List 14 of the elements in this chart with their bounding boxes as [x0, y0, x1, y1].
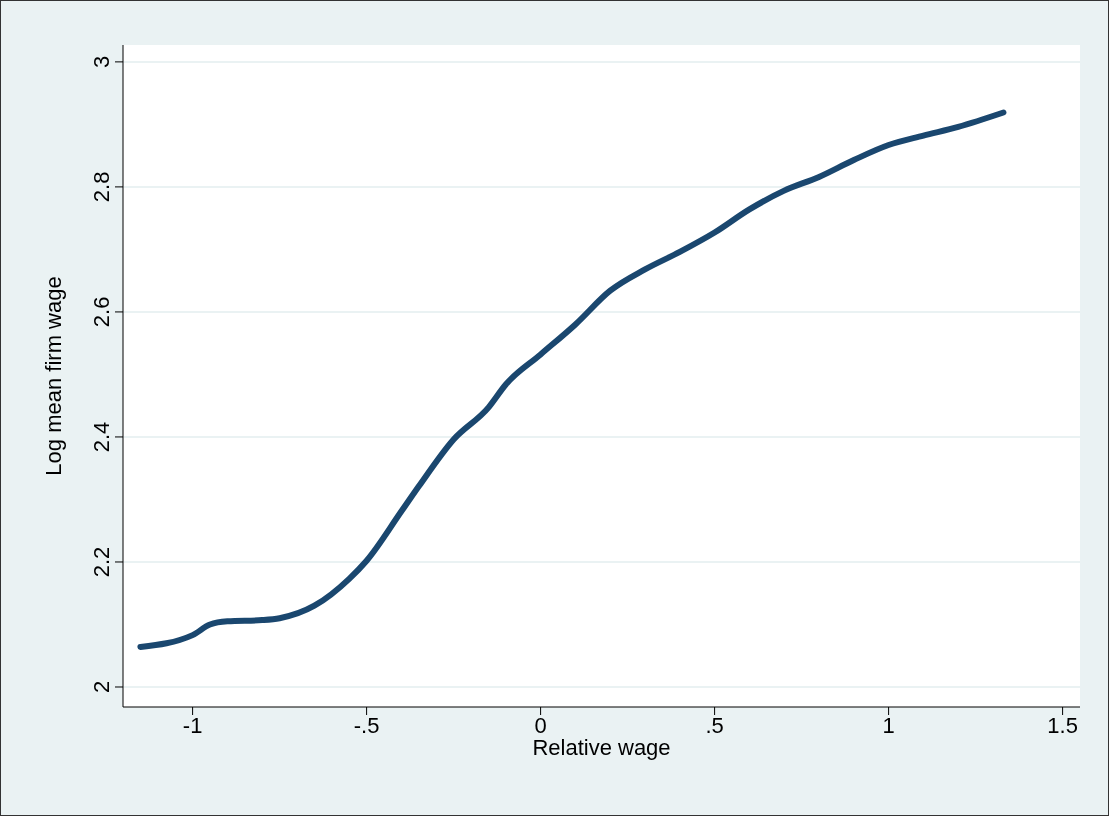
x-tick-label: 1.5 [1047, 712, 1078, 738]
y-tick-label: 2.6 [89, 296, 114, 328]
x-tick-label: 0 [534, 712, 547, 738]
x-tick-label: 1 [882, 712, 895, 738]
x-tick-label: .5 [705, 712, 724, 738]
x-tick-label: -.5 [353, 712, 380, 738]
x-axis-title: Relative wage [532, 735, 671, 760]
y-tick-label: 2.2 [89, 546, 114, 578]
y-tick-label: 2 [89, 680, 114, 694]
y-tick-label: 3 [89, 55, 114, 68]
y-tick-label: 2.8 [89, 171, 114, 203]
x-tick-label: -1 [182, 712, 203, 738]
y-axis-title: Log mean firm wage [40, 276, 66, 476]
y-tick-label: 2.4 [89, 421, 114, 453]
